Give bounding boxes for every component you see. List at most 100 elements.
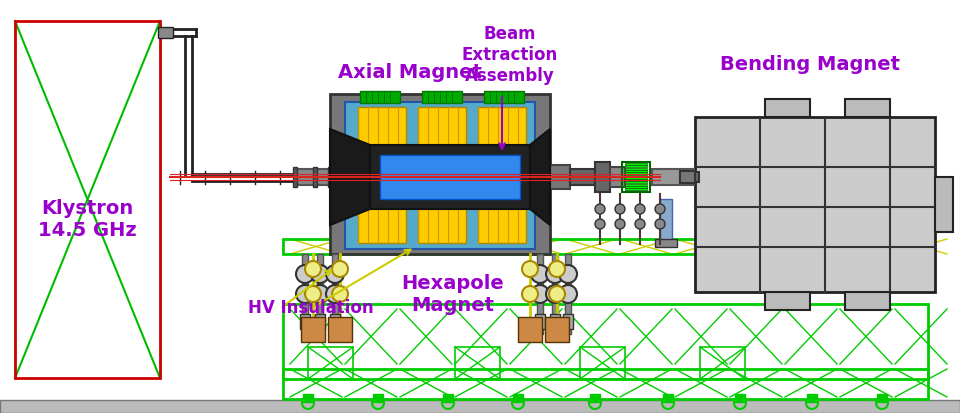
Text: Axial Magnet: Axial Magnet [338, 63, 482, 82]
Bar [552, 254, 558, 334]
Bar [625, 182, 647, 184]
Bar [625, 175, 647, 177]
Bar [550, 314, 560, 329]
Bar [625, 168, 647, 170]
Bar [535, 314, 545, 329]
Circle shape [531, 285, 549, 303]
Bar [328, 168, 332, 188]
Bar [545, 317, 569, 342]
Bar [315, 314, 325, 329]
Circle shape [546, 266, 564, 283]
Bar [590, 394, 600, 402]
Bar [622, 163, 650, 192]
Text: HV Insulation: HV Insulation [248, 298, 373, 316]
Bar [807, 394, 817, 402]
Bar [330, 95, 550, 254]
Bar [580, 347, 625, 379]
Bar [845, 100, 890, 118]
Bar [610, 168, 625, 188]
Bar [0, 400, 960, 413]
Bar [478, 192, 526, 243]
Bar [478, 108, 526, 159]
Bar [484, 92, 524, 104]
Circle shape [615, 204, 625, 214]
Bar [565, 254, 571, 334]
Circle shape [296, 266, 314, 283]
Bar [700, 347, 745, 379]
Bar [652, 170, 694, 185]
Bar [332, 254, 338, 334]
Bar [330, 314, 340, 329]
Bar [345, 185, 535, 249]
Bar [317, 254, 323, 334]
Bar [370, 146, 530, 209]
Bar [330, 163, 550, 185]
Circle shape [655, 204, 665, 214]
Bar [935, 178, 953, 233]
Text: Beam
Extraction
Assembly: Beam Extraction Assembly [462, 25, 558, 85]
Bar [380, 156, 520, 199]
Bar [660, 199, 672, 244]
Bar [283, 240, 928, 254]
Bar [293, 168, 297, 188]
Bar [518, 317, 542, 342]
Text: Klystron
14.5 GHz: Klystron 14.5 GHz [38, 199, 137, 240]
Circle shape [615, 219, 625, 230]
Circle shape [326, 285, 344, 303]
Bar [313, 168, 317, 188]
Bar [765, 292, 810, 310]
Circle shape [595, 204, 605, 214]
Text: Hexapole
Magnet: Hexapole Magnet [401, 274, 504, 315]
Bar [328, 317, 352, 342]
Polygon shape [330, 130, 370, 225]
Bar [158, 28, 173, 39]
Bar [735, 394, 745, 402]
Bar [358, 108, 406, 159]
Bar [625, 164, 647, 166]
Bar [550, 166, 570, 190]
Bar [360, 92, 400, 104]
Bar [15, 22, 160, 378]
Bar [418, 108, 466, 159]
Circle shape [635, 204, 645, 214]
Bar [877, 394, 887, 402]
Circle shape [326, 266, 344, 283]
Bar [308, 347, 353, 379]
Bar [422, 92, 462, 104]
Circle shape [305, 286, 321, 302]
Bar [443, 394, 453, 402]
Bar [300, 314, 310, 329]
Circle shape [559, 285, 577, 303]
Bar [595, 163, 610, 192]
Bar [295, 170, 330, 185]
Bar [655, 240, 677, 247]
Circle shape [305, 261, 321, 277]
Bar [563, 314, 573, 329]
Bar [283, 304, 928, 379]
Bar [373, 394, 383, 402]
Bar [695, 118, 935, 292]
Bar [345, 103, 535, 168]
Bar [513, 394, 523, 402]
Circle shape [635, 219, 645, 230]
Bar [418, 192, 466, 243]
Bar [680, 171, 695, 183]
Bar [625, 166, 647, 168]
Bar [303, 394, 313, 402]
Bar [455, 347, 500, 379]
Polygon shape [530, 130, 550, 225]
Bar [302, 254, 308, 334]
Bar [663, 394, 673, 402]
Bar [625, 180, 647, 182]
Circle shape [559, 266, 577, 283]
Bar [625, 189, 647, 191]
Bar [625, 173, 647, 175]
Bar [570, 170, 595, 185]
Circle shape [531, 266, 549, 283]
Circle shape [522, 286, 538, 302]
Text: Bending Magnet: Bending Magnet [720, 55, 900, 74]
Bar [694, 173, 699, 183]
Bar [301, 317, 325, 342]
Circle shape [311, 285, 329, 303]
Bar [765, 100, 810, 118]
